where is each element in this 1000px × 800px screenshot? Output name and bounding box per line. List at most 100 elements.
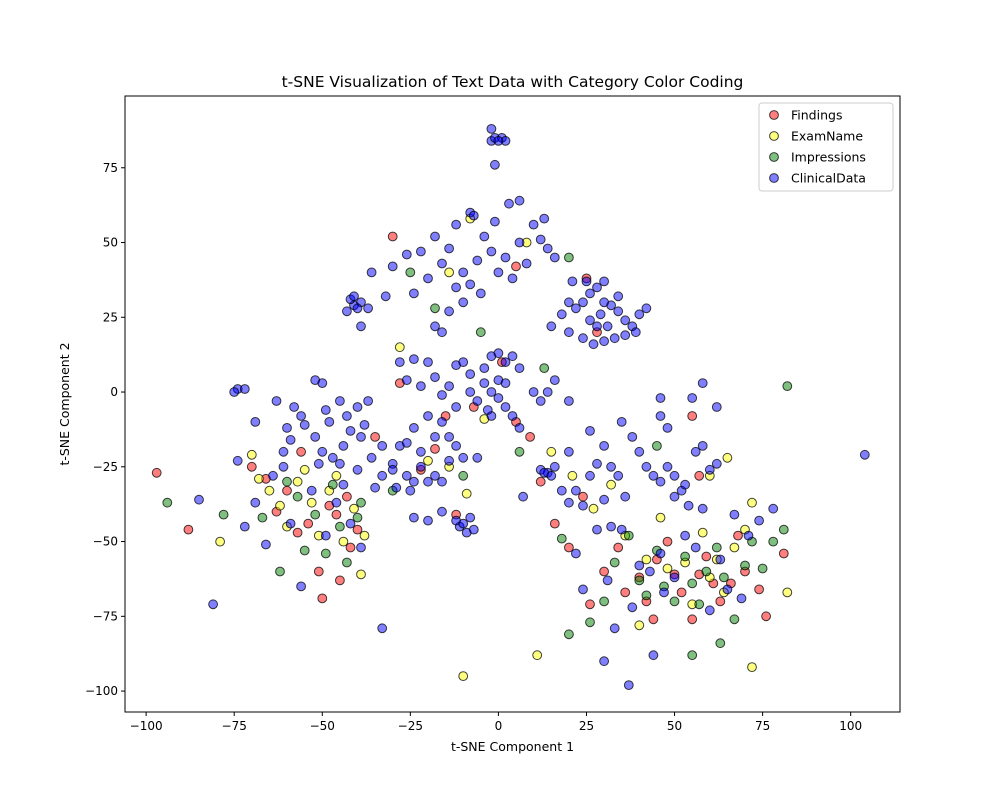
point-Findings-7	[303, 518, 314, 529]
point-ClinicalData-164	[394, 357, 405, 368]
point-ExamName-14	[356, 569, 366, 580]
point-ClinicalData-258	[556, 485, 567, 496]
point-Impressions-22	[609, 557, 620, 568]
point-ClinicalData-10	[313, 458, 324, 469]
point-ClinicalData-253	[669, 491, 680, 502]
point-Impressions-3	[275, 566, 285, 577]
y-tick-label-7: 75	[103, 161, 118, 175]
point-ClinicalData-252	[697, 441, 708, 451]
point-ClinicalData-14	[345, 518, 356, 529]
point-ClinicalData-172	[479, 363, 490, 374]
point-ClinicalData-23	[405, 485, 416, 496]
point-ClinicalData-227	[599, 441, 609, 451]
point-ClinicalData-191	[535, 396, 546, 406]
point-Impressions-9	[327, 479, 338, 490]
point-Impressions-11	[342, 557, 352, 568]
point-ExamName-7	[299, 464, 310, 475]
point-Findings-42	[687, 614, 698, 625]
point-ClinicalData-155	[602, 321, 613, 332]
point-ClinicalData-79	[317, 446, 328, 457]
point-ClinicalData-44	[690, 542, 701, 553]
point-ClinicalData-206	[444, 455, 455, 466]
point-Impressions-48	[475, 327, 486, 338]
point-ClinicalData-157	[581, 276, 592, 287]
point-ClinicalData-93	[387, 261, 398, 272]
point-ClinicalData-195	[416, 381, 426, 392]
point-Impressions-23	[623, 530, 634, 541]
point-Findings-5	[282, 485, 292, 496]
point-ClinicalData-70	[289, 402, 300, 412]
point-ExamName-12	[338, 536, 349, 547]
point-ClinicalData-174	[493, 348, 504, 359]
point-ClinicalData-31	[599, 656, 609, 667]
point-ClinicalData-110	[472, 255, 483, 266]
point-ClinicalData-52	[754, 515, 764, 526]
point-Findings-2	[246, 461, 257, 472]
point-ClinicalData-87	[352, 303, 363, 314]
point-ClinicalData-177	[514, 363, 525, 374]
point-ClinicalData-165	[409, 354, 419, 365]
point-ClinicalData-111	[493, 267, 504, 278]
point-ClinicalData-156	[613, 291, 624, 302]
point-ClinicalData-205	[409, 476, 419, 487]
point-ClinicalData-9	[306, 485, 317, 496]
point-ClinicalData-161	[546, 321, 557, 332]
point-ClinicalData-8	[296, 581, 307, 592]
y-tick-label-0: −100	[85, 684, 118, 698]
point-ClinicalData-118	[465, 279, 476, 290]
point-ClinicalData-1	[232, 455, 243, 466]
point-Impressions-13	[356, 497, 366, 508]
point-ClinicalData-38	[645, 566, 655, 577]
point-ClinicalData-200	[401, 470, 412, 481]
point-ClinicalData-188	[500, 378, 511, 389]
point-ExamName-30	[662, 563, 673, 574]
point-ClinicalData-198	[409, 423, 419, 433]
point-ClinicalData-81	[285, 435, 296, 445]
x-tick-label-2: −50	[310, 719, 335, 733]
point-Findings-28	[549, 518, 560, 529]
point-ExamName-3	[264, 485, 275, 496]
point-Findings-14	[345, 542, 356, 553]
point-ClinicalData-47	[715, 554, 726, 565]
point-Findings-12	[335, 575, 345, 586]
point-ClinicalData-97	[451, 219, 462, 230]
point-ClinicalData-234	[627, 432, 638, 442]
point-ClinicalData-24	[472, 452, 483, 463]
point-ClinicalData-115	[549, 252, 560, 263]
point-ClinicalData-197	[423, 411, 433, 421]
point-ClinicalData-59	[317, 378, 328, 389]
point-ClinicalData-250	[704, 464, 715, 475]
point-ClinicalData-57	[239, 384, 250, 394]
point-ClinicalData-30	[592, 524, 602, 535]
point-Findings-8	[313, 566, 324, 577]
point-ClinicalData-237	[648, 470, 659, 481]
point-Findings-48	[733, 530, 743, 541]
point-ExamName-33	[697, 527, 708, 538]
point-Findings-32	[599, 566, 609, 577]
point-ClinicalData-248	[711, 402, 722, 412]
point-ClinicalData-136	[571, 303, 581, 314]
point-Findings-11	[331, 509, 342, 520]
point-ClinicalData-51	[743, 530, 754, 541]
point-ClinicalData-100	[486, 246, 497, 257]
point-ClinicalData-216	[423, 515, 433, 526]
point-ClinicalData-154	[595, 309, 606, 320]
point-ClinicalData-36	[627, 602, 638, 613]
point-Impressions-17	[539, 363, 550, 374]
point-ClinicalData-211	[430, 432, 440, 442]
points-layer	[151, 123, 870, 690]
point-ClinicalData-128	[468, 210, 479, 221]
y-tick-label-3: −25	[93, 460, 118, 474]
point-ClinicalData-251	[690, 446, 701, 457]
point-Impressions-21	[599, 596, 609, 607]
point-ClinicalData-170	[458, 357, 469, 368]
point-ClinicalData-45	[697, 503, 708, 514]
point-Impressions-46	[430, 303, 440, 314]
point-ClinicalData-159	[564, 297, 574, 308]
point-ExamName-24	[588, 503, 599, 514]
point-Impressions-35	[729, 614, 740, 625]
point-ClinicalData-109	[458, 267, 469, 278]
point-ClinicalData-181	[500, 402, 511, 412]
point-ClinicalData-235	[634, 446, 645, 457]
